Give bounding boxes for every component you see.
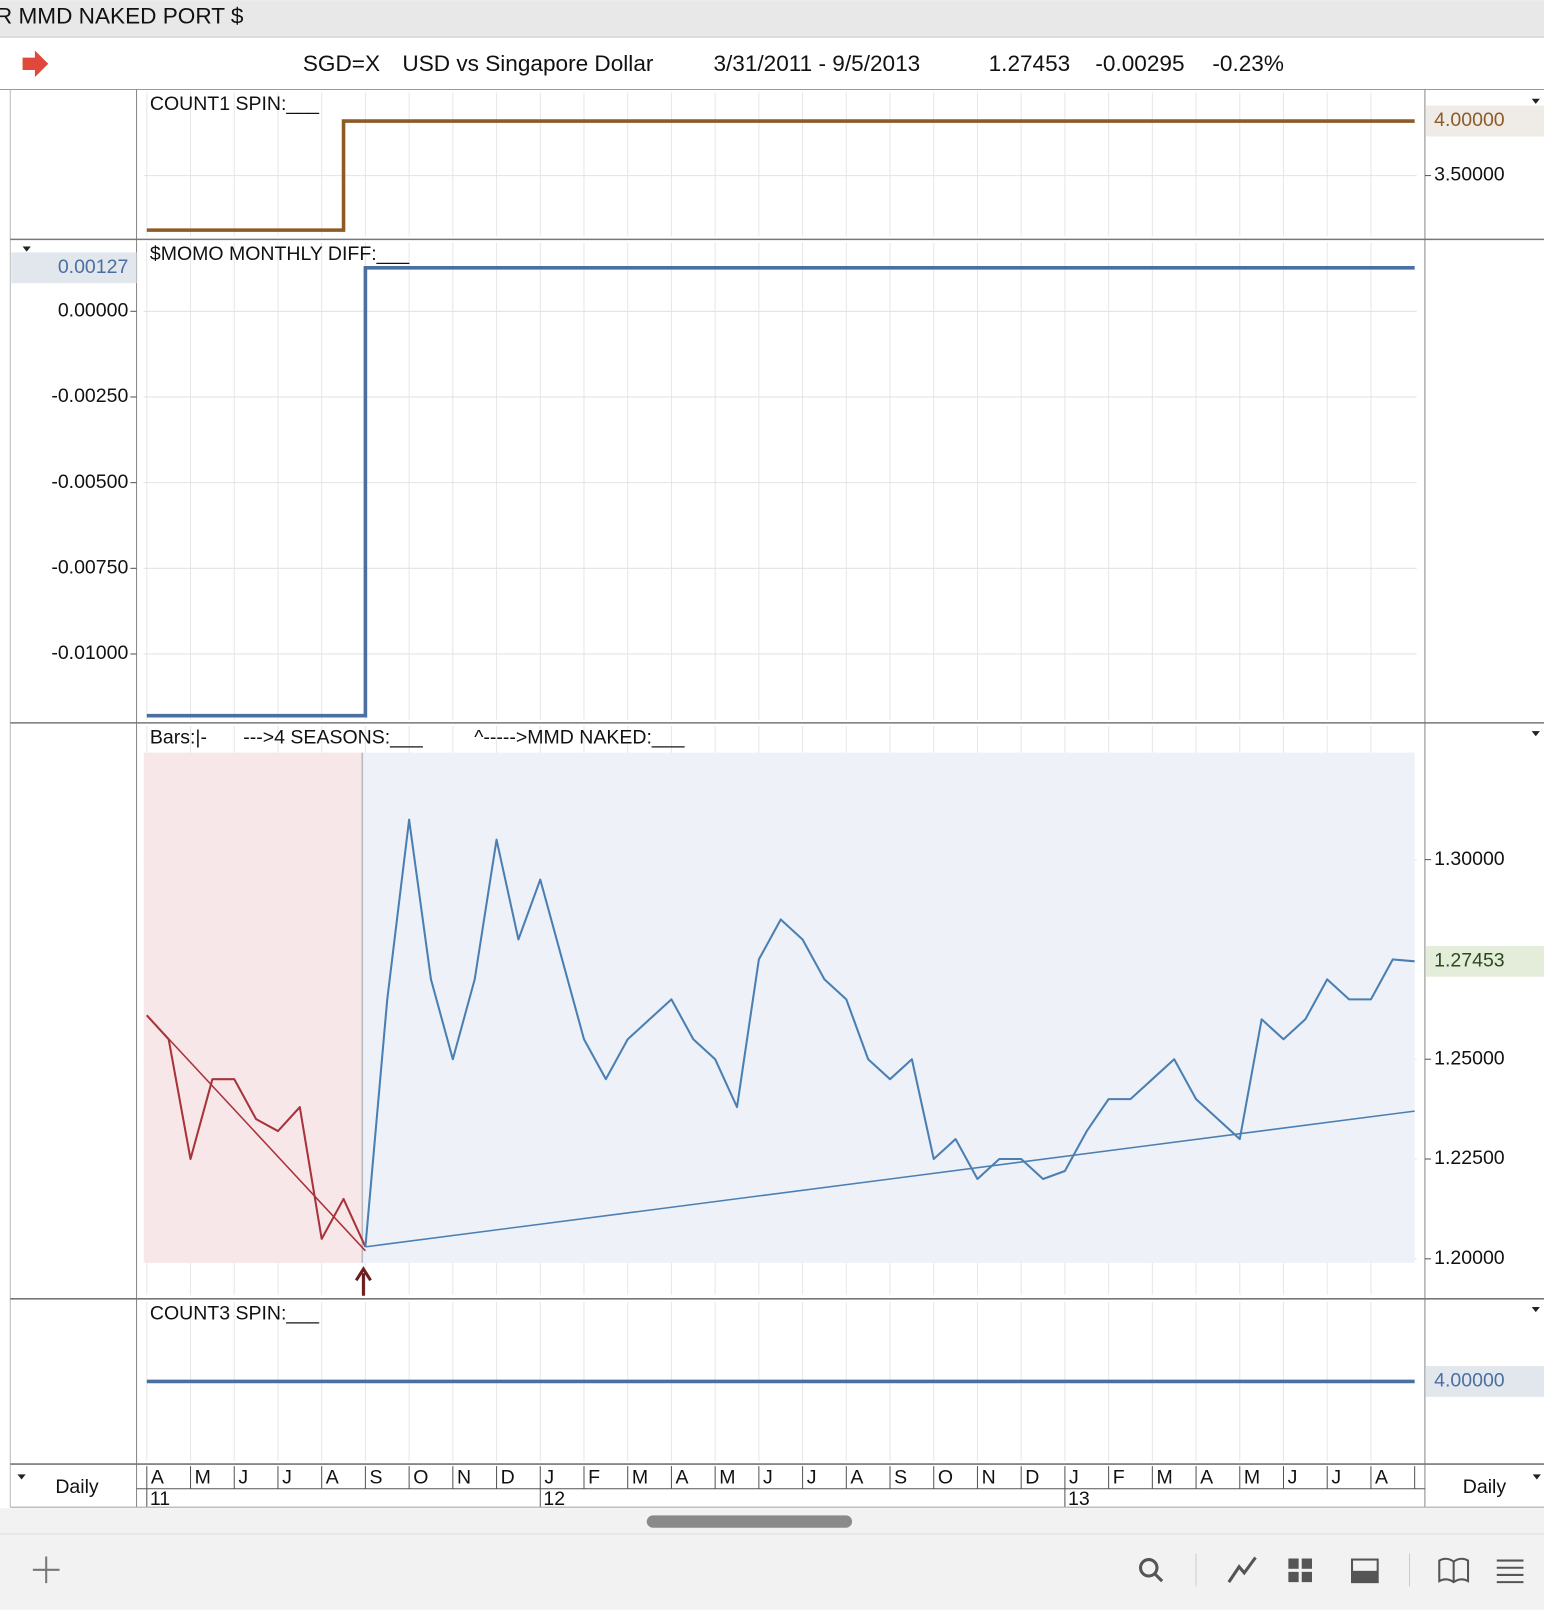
last-value-box — [11, 252, 137, 284]
month-label: A — [850, 1467, 863, 1489]
month-label: A — [1375, 1467, 1388, 1489]
y-tick-label: -0.00250 — [51, 385, 128, 407]
y-tick-label: 1.30000 — [1434, 848, 1505, 870]
pane-title: COUNT3 SPIN:___ — [150, 1302, 320, 1324]
month-label: J — [1069, 1467, 1079, 1489]
month-label: A — [326, 1467, 339, 1489]
legend-entry: --->4 SEASONS:___ — [243, 726, 424, 748]
month-label: A — [676, 1467, 689, 1489]
date-range: 3/31/2011 - 9/5/2013 — [713, 51, 920, 76]
book-icon[interactable] — [1438, 1557, 1470, 1584]
last-value-label: 1.27453 — [1434, 949, 1505, 971]
month-label: S — [370, 1467, 383, 1489]
last-value-box — [1425, 1366, 1544, 1397]
search-icon[interactable] — [1139, 1558, 1159, 1578]
year-label: 11 — [150, 1488, 170, 1510]
chart-layer: COUNT1 SPIN:___ 3.50000 4.00000 $MOMO MONTH… — [11, 92, 1544, 1510]
month-label: O — [413, 1467, 428, 1489]
month-label: D — [1025, 1467, 1039, 1489]
draw-icon[interactable] — [1227, 1556, 1257, 1583]
y-tick-label: -0.00750 — [51, 556, 128, 578]
month-label: M — [1156, 1467, 1172, 1489]
month-label: M — [1244, 1467, 1260, 1489]
menu-icon[interactable] — [1496, 1559, 1524, 1584]
month-label: S — [894, 1467, 907, 1489]
y-tick-label: 1.25000 — [1434, 1047, 1505, 1069]
month-label: J — [238, 1467, 248, 1489]
window-title: R MMD NAKED PORT $ — [0, 4, 244, 29]
y-tick-label: 1.22500 — [1434, 1147, 1505, 1169]
price-change-pct: -0.23% — [1212, 51, 1284, 76]
month-label: F — [1113, 1467, 1125, 1489]
season-shade — [362, 752, 1415, 1263]
month-label: D — [501, 1467, 515, 1489]
month-label: N — [457, 1467, 471, 1489]
arrow-icon[interactable] — [22, 50, 49, 78]
y-tick-label: 3.50000 — [1434, 164, 1505, 186]
month-label: M — [719, 1467, 735, 1489]
last-value-box — [1425, 105, 1544, 137]
pane-title: $MOMO MONTHLY DIFF:___ — [150, 243, 410, 265]
last-value-box — [1425, 945, 1544, 977]
interval-left[interactable]: Daily — [55, 1476, 99, 1498]
month-label: J — [1288, 1467, 1298, 1489]
month-label: M — [195, 1467, 211, 1489]
season-shade — [143, 752, 366, 1263]
y-tick-label: -0.00500 — [51, 471, 128, 493]
legend-entry: ^----->MMD NAKED:___ — [474, 726, 685, 748]
price-line — [146, 1014, 367, 1248]
title-bar — [0, 0, 1544, 38]
pane-separators — [10, 238, 1544, 1508]
trend-line — [146, 1014, 366, 1252]
month-label: N — [982, 1467, 996, 1489]
legend-entry: Bars:|- — [150, 726, 207, 748]
last-value-label: 4.00000 — [1434, 109, 1505, 131]
y-tick-label: 1.20000 — [1434, 1247, 1505, 1269]
year-label: 13 — [1068, 1488, 1090, 1510]
month-label: O — [938, 1467, 953, 1489]
step-line — [146, 119, 1415, 232]
price-line — [364, 818, 1415, 1247]
month-label: F — [588, 1467, 600, 1489]
month-label: J — [544, 1467, 554, 1489]
symbol: SGD=X — [303, 51, 380, 76]
grid-icon[interactable] — [1288, 1558, 1312, 1583]
trend-line — [365, 1110, 1415, 1248]
price-change: -0.00295 — [1095, 51, 1184, 76]
month-label: A — [151, 1467, 164, 1489]
month-label: A — [1200, 1467, 1213, 1489]
step-line — [146, 265, 1415, 718]
month-label: J — [1331, 1467, 1341, 1489]
year-label: 12 — [543, 1488, 565, 1510]
instrument-name: USD vs Singapore Dollar — [402, 51, 653, 76]
month-label: J — [763, 1467, 773, 1489]
last-price: 1.27453 — [989, 51, 1071, 76]
month-label: J — [807, 1467, 817, 1489]
month-label: M — [632, 1467, 648, 1489]
toolbar-icons — [1139, 1553, 1524, 1587]
scrollbar[interactable] — [646, 1515, 853, 1528]
last-value-label: 0.00127 — [58, 256, 129, 278]
pane-title: COUNT1 SPIN:___ — [150, 93, 320, 115]
month-label: J — [282, 1467, 292, 1489]
season-arrow — [354, 1266, 372, 1296]
interval-right[interactable]: Daily — [1463, 1476, 1507, 1498]
header-bar — [0, 38, 1544, 90]
y-tick-label: -0.01000 — [51, 642, 128, 664]
y-tick-label: 0.00000 — [58, 299, 129, 321]
add-button[interactable] — [32, 1556, 60, 1584]
last-value-label: 4.00000 — [1434, 1370, 1505, 1392]
